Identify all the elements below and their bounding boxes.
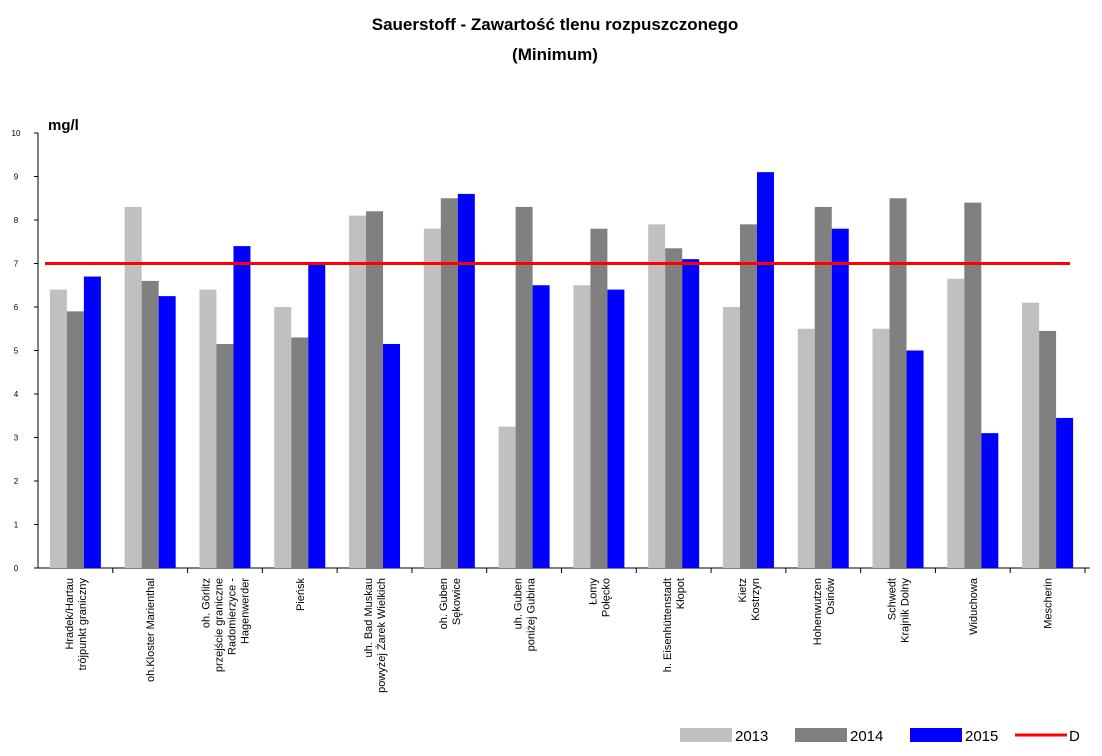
bar [964, 202, 982, 568]
bar [141, 280, 159, 568]
bar [216, 343, 234, 568]
bar [797, 328, 815, 568]
bar [308, 263, 326, 568]
bar [947, 278, 965, 568]
bar [739, 224, 757, 568]
bar [366, 211, 384, 569]
x-tick-label: Krajnik Dolny [900, 578, 912, 643]
x-tick-label: Mescherin [1043, 578, 1055, 629]
bar [291, 337, 309, 568]
legend-label: 2015 [965, 728, 998, 745]
bar [665, 248, 683, 568]
bar [423, 228, 441, 568]
x-tick-label: Osinów [825, 578, 837, 615]
legend-label: 2014 [850, 728, 883, 745]
x-tick-label: powyżej Żarek Wielkich [375, 578, 388, 693]
x-tick-label: oh.Kloster Marienthal [145, 578, 157, 682]
x-tick-label: Połęcko [600, 578, 612, 617]
x-tick-label: Kostrzyn [750, 578, 762, 621]
y-tick-label: 3 [14, 434, 19, 443]
y-tick-label: 8 [14, 216, 19, 225]
bar [440, 198, 458, 568]
bar [457, 193, 475, 568]
y-tick-label: 6 [14, 303, 19, 312]
bar [1022, 302, 1040, 568]
bar [682, 259, 700, 568]
y-axis-label: mg/l [48, 117, 79, 134]
legend-swatch [680, 728, 732, 742]
x-tick-label: h. Eisenhüttenstadt [662, 578, 674, 672]
bar [1056, 417, 1074, 568]
y-tick-label: 5 [14, 347, 19, 356]
x-tick-label: Sękowice [451, 578, 463, 625]
bar [1039, 330, 1057, 568]
y-tick-label: 1 [14, 521, 19, 530]
bar [233, 246, 251, 568]
legend-label: 2013 [735, 728, 768, 745]
chart-subtitle: (Minimum) [512, 45, 598, 64]
bar [158, 296, 176, 568]
bar [889, 198, 907, 568]
bar [756, 172, 774, 568]
x-tick-label: Hradek/Hartau [64, 578, 76, 650]
bar [49, 289, 67, 568]
bar [607, 289, 625, 568]
bar [981, 433, 999, 568]
chart-title: Sauerstoff - Zawartość tlenu rozpuszczon… [372, 15, 739, 34]
x-tick-label: przejście graniczne [213, 578, 225, 672]
bar [906, 350, 924, 568]
x-tick-label: Radomierzyce - [226, 578, 238, 655]
bar [124, 206, 142, 568]
y-tick-label: 7 [14, 260, 19, 269]
y-tick-label: 10 [12, 129, 21, 138]
x-tick-label: Hagenwerder [239, 578, 251, 644]
bar [274, 307, 292, 568]
bar [648, 224, 666, 568]
bar [814, 206, 832, 568]
y-tick-label: 4 [14, 390, 19, 399]
x-tick-label: Widuchowa [968, 577, 980, 635]
legend-label: D [1069, 728, 1080, 745]
x-tick-label: uh. Bad Muskau [363, 578, 375, 658]
x-tick-label: Hohenwutzen [812, 578, 824, 645]
bar [83, 276, 101, 568]
x-tick-label: poniżej Gubina [526, 577, 538, 651]
bar [722, 307, 740, 568]
bar [872, 328, 890, 568]
bar [199, 289, 217, 568]
bar [831, 228, 849, 568]
bar [383, 343, 401, 568]
bar [66, 311, 84, 568]
bar [573, 285, 591, 568]
bar [532, 285, 550, 568]
bar [590, 228, 608, 568]
x-tick-label: oh. Görlitz [200, 578, 212, 628]
x-tick-label: uh. Guben [513, 578, 525, 629]
bar [349, 215, 367, 568]
legend-swatch [910, 728, 962, 742]
bar [498, 426, 516, 568]
x-tick-label: Pieńsk [295, 578, 307, 612]
x-tick-label: Kietz [737, 578, 749, 602]
y-tick-label: 0 [14, 564, 19, 573]
x-tick-label: trójpunkt graniczny [77, 578, 89, 671]
y-tick-label: 9 [14, 173, 19, 182]
x-tick-label: Kłopot [675, 578, 687, 609]
x-tick-label: Schwedt [887, 578, 899, 620]
legend-swatch [795, 728, 847, 742]
x-tick-label: Łomy [587, 578, 599, 605]
y-tick-label: 2 [14, 477, 19, 486]
bar [515, 206, 533, 568]
x-tick-label: oh. Guben [438, 578, 450, 629]
